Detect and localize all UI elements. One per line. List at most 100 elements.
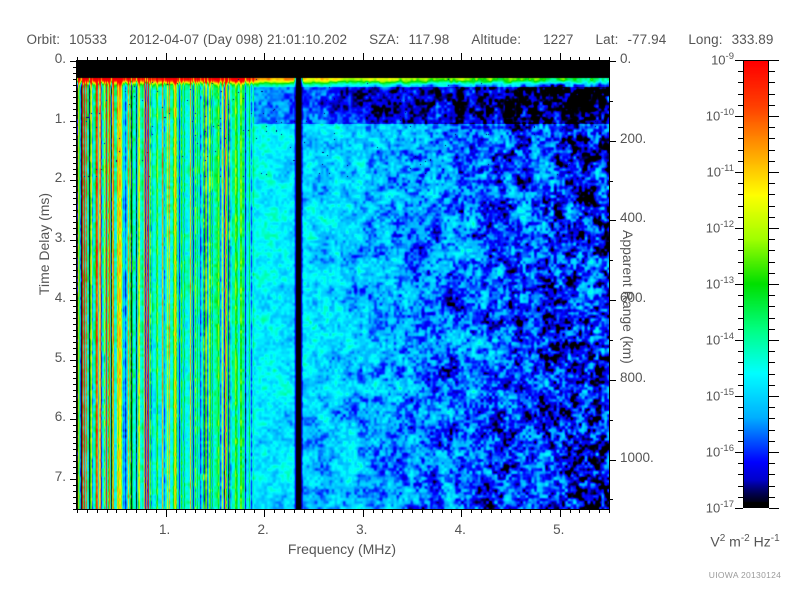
colorbar-tick-major — [735, 396, 743, 397]
colorbar-tick-minor — [769, 497, 775, 498]
colorbar-tick-major — [735, 452, 743, 453]
colorbar-tick-minor — [769, 441, 775, 442]
colorbar-tick-minor — [769, 150, 775, 151]
colorbar-tick-minor — [738, 374, 743, 375]
colorbar-tick-minor — [738, 138, 743, 139]
x-tick-top — [136, 57, 137, 61]
colorbar-tick-minor — [769, 430, 775, 431]
colorbar-tick-minor — [769, 351, 775, 352]
x-tick-top — [146, 57, 147, 61]
colorbar-tick-minor — [769, 94, 775, 95]
colorbar-tick-major — [769, 340, 779, 341]
x-tick-minor — [225, 509, 226, 513]
colorbar-tick-minor — [769, 71, 775, 72]
y-right-tick-minor — [609, 340, 613, 341]
x-tick-top — [491, 57, 492, 61]
y-tick-minor — [73, 425, 77, 426]
x-tick-top — [471, 57, 472, 61]
x-tick-top — [333, 57, 334, 61]
colorbar-tick-minor — [738, 82, 743, 83]
colorbar-tick-major — [769, 396, 779, 397]
colorbar-tick-major — [769, 172, 779, 173]
colorbar-tick-minor — [769, 306, 775, 307]
colorbar-tick-major — [769, 452, 779, 453]
colorbar-tick-major — [735, 60, 743, 61]
credit-text: UIOWA 20130124 — [708, 570, 782, 580]
x-tick-top — [373, 57, 374, 61]
y-tick-minor — [73, 318, 77, 319]
y-tick-minor — [73, 246, 77, 247]
colorbar-tick-minor — [769, 161, 775, 162]
y-tick-minor — [73, 210, 77, 211]
y-tick-minor — [73, 228, 77, 229]
colorbar-tick-minor — [769, 239, 775, 240]
colorbar-tick-minor — [769, 329, 775, 330]
x-tick-minor — [304, 509, 305, 513]
x-tick-top — [254, 57, 255, 61]
datetime-value: 2012-04-07 (Day 098) 21:01:10.202 — [129, 31, 348, 47]
y-tick-minor — [73, 163, 77, 164]
colorbar-tick-label: 10-15 — [705, 387, 734, 404]
x-tick-minor — [550, 509, 551, 513]
colorbar-tick-minor — [769, 262, 775, 263]
y-right-tick-major — [609, 220, 616, 221]
x-tick-top — [97, 57, 98, 61]
colorbar-tick-minor — [738, 418, 743, 419]
x-tick-minor — [501, 509, 502, 513]
x-tick-minor — [146, 509, 147, 513]
y-tick-minor — [73, 384, 77, 385]
y-axis-left-tick-label: 7. — [54, 469, 66, 485]
y-tick-minor — [73, 366, 77, 367]
long-label: Long: — [688, 31, 723, 47]
spectrogram-image — [77, 61, 609, 509]
x-axis-tick-label: 5. — [553, 522, 565, 537]
y-axis-left-tick-label: 3. — [54, 230, 66, 246]
y-tick-minor — [73, 294, 77, 295]
x-tick-major — [560, 509, 561, 517]
y-tick-minor — [73, 336, 77, 337]
x-tick-top — [589, 57, 590, 61]
y-right-tick-minor — [609, 499, 613, 500]
y-tick-minor — [73, 91, 77, 92]
x-tick-minor — [176, 509, 177, 513]
altitude-label: Altitude: — [471, 31, 522, 47]
x-axis-tick-label: 1. — [159, 522, 171, 537]
y-right-tick-major — [609, 460, 616, 461]
x-tick-top — [264, 53, 265, 61]
colorbar-tick-major — [769, 284, 779, 285]
colorbar-tick-minor — [738, 329, 743, 330]
colorbar-tick-minor — [769, 318, 775, 319]
units-v-exp: 2 — [719, 533, 726, 544]
colorbar-tick-minor — [769, 418, 775, 419]
y-tick-major — [70, 180, 77, 181]
colorbar-tick-minor — [769, 474, 775, 475]
y-tick-minor — [73, 73, 77, 74]
y-tick-minor — [73, 491, 77, 492]
x-tick-top — [520, 57, 521, 61]
y-tick-minor — [73, 264, 77, 265]
x-tick-minor — [195, 509, 196, 513]
y-tick-minor — [73, 174, 77, 175]
x-tick-top — [382, 57, 383, 61]
y-tick-minor — [73, 378, 77, 379]
colorbar-tick-major — [735, 172, 743, 173]
y-tick-minor — [73, 342, 77, 343]
y-tick-minor — [73, 79, 77, 80]
y-tick-minor — [73, 157, 77, 158]
x-tick-top — [510, 57, 511, 61]
colorbar-tick-label: 10-16 — [705, 443, 734, 460]
y-tick-minor — [73, 497, 77, 498]
colorbar-tick-minor — [769, 407, 775, 408]
colorbar-tick-minor — [738, 318, 743, 319]
colorbar-tick-minor — [769, 194, 775, 195]
x-tick-top — [501, 57, 502, 61]
y-tick-minor — [73, 473, 77, 474]
long-value: 333.89 — [731, 31, 774, 47]
y-tick-minor — [73, 103, 77, 104]
lat-label: Lat: — [595, 31, 619, 47]
y-tick-minor — [73, 169, 77, 170]
y-axis-right-tick-label: 200. — [620, 130, 647, 146]
colorbar-tick-minor — [738, 463, 743, 464]
units-m: m — [729, 533, 741, 550]
